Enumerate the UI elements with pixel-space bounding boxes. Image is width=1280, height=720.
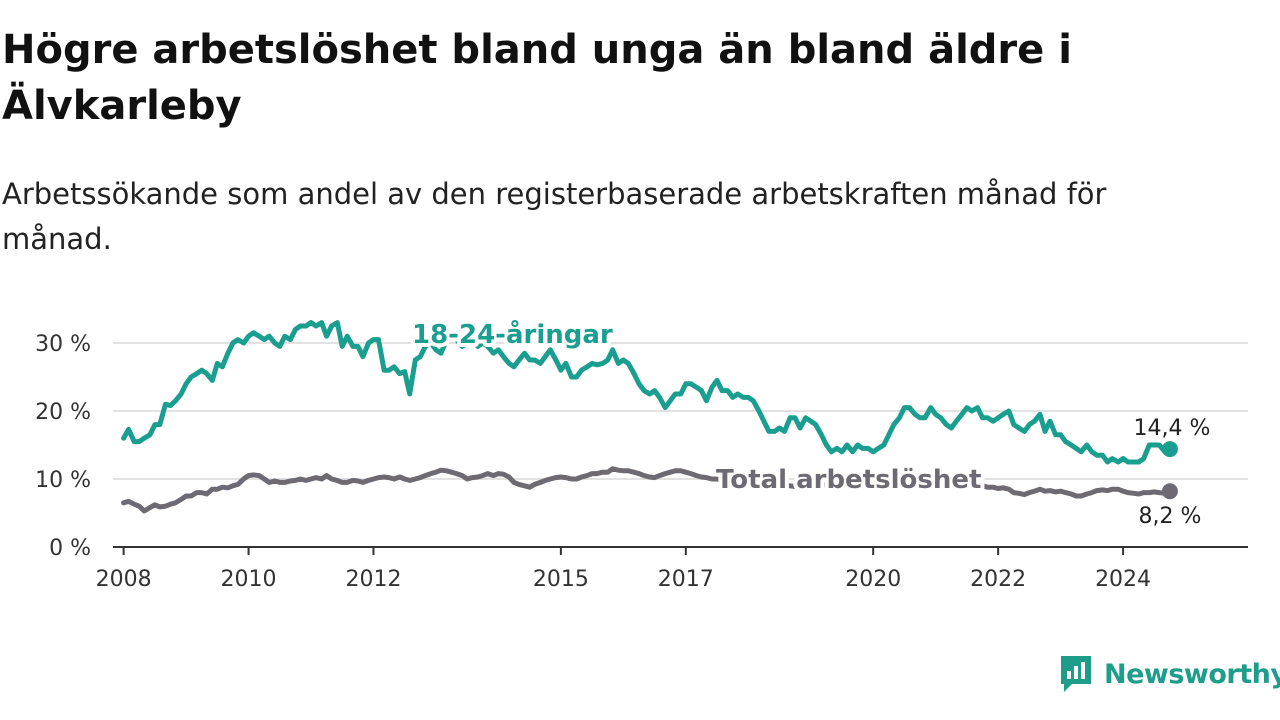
- end-value-label-total: 8,2 %: [1138, 504, 1201, 529]
- chart-title: Högre arbetslöshet bland unga än bland ä…: [2, 27, 1072, 129]
- y-tick-label: 30 %: [35, 332, 91, 357]
- line-chart: 0 % 10 % 20 % 30 % 2008 2010 2012 2015 2017 2020…: [35, 314, 1248, 592]
- chart-subtitle: Arbetssökande som andel av den registerb…: [2, 177, 1107, 256]
- x-tick-label: 2012: [345, 567, 401, 592]
- series-end-point: [1161, 483, 1178, 500]
- x-axis: 2008 2010 2012 2015 2017 2020 2022 2024: [96, 546, 1248, 592]
- y-tick-label: 10 %: [35, 468, 91, 493]
- end-value-label-youth: 14,4 %: [1133, 416, 1210, 441]
- newsworthy-logo-text: Newsworthy: [1104, 658, 1280, 690]
- gridlines: [113, 342, 1248, 480]
- x-tick-label: 2024: [1095, 567, 1151, 592]
- series-labels: 18-24-åringar Total arbetslöshet 14,4 % 8,2…: [408, 314, 1213, 532]
- y-tick-label: 20 %: [35, 400, 91, 425]
- x-tick-label: 2017: [658, 567, 714, 592]
- series-label-total: Total arbetslöshet: [716, 465, 981, 495]
- series-label-youth: 18-24-åringar: [412, 318, 613, 350]
- y-axis-ticks: 0 % 10 % 20 % 30 %: [35, 332, 91, 561]
- newsworthy-logo: Newsworthy: [1058, 652, 1280, 696]
- series-lines: [121, 320, 1178, 514]
- newsworthy-logo-icon: [1061, 656, 1091, 692]
- x-tick-label: 2022: [970, 567, 1026, 592]
- x-tick-label: 2020: [845, 567, 901, 592]
- x-tick-label: 2010: [221, 567, 277, 592]
- x-tick-label: 2015: [533, 567, 589, 592]
- series-end-point: [1161, 441, 1178, 458]
- series-line-18-24-ringar: [121, 320, 1173, 465]
- series-line-total-arbetsl-shet: [121, 466, 1173, 514]
- y-tick-label: 0 %: [49, 536, 91, 561]
- x-tick-label: 2008: [96, 567, 152, 592]
